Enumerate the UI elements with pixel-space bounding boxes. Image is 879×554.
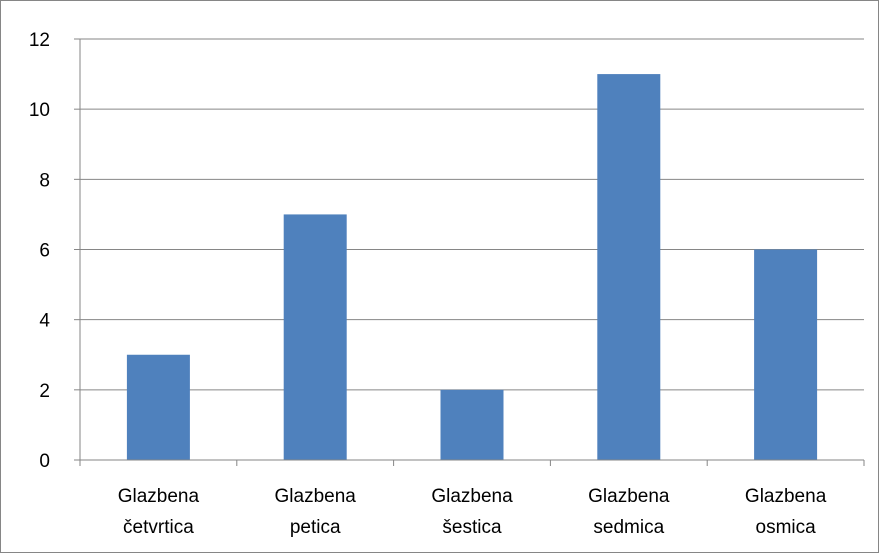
y-tick-label: 4 <box>39 311 50 332</box>
y-tick-label: 8 <box>39 170 50 191</box>
bar <box>597 74 661 460</box>
bar <box>754 249 818 460</box>
y-tick-label: 2 <box>39 381 50 402</box>
x-category-label: Glazbena šestica <box>431 486 513 538</box>
x-category-label: Glazbena petica <box>275 486 357 538</box>
y-tick-label: 12 <box>29 30 50 51</box>
axes <box>74 38 865 466</box>
y-tick-label: 0 <box>39 451 50 472</box>
x-category-label: Glazbena osmica <box>745 486 827 538</box>
bar <box>440 389 504 460</box>
y-tick-labels: 0 2 4 6 8 10 12 <box>29 30 51 472</box>
bar <box>126 354 190 460</box>
x-category-labels: Glazbena četvrtica Glazbena petica Glazbena š… <box>118 486 827 538</box>
bars <box>126 74 818 460</box>
x-category-label: Glazbena sedmica <box>588 486 670 538</box>
y-tick-label: 6 <box>39 241 50 262</box>
gridlines <box>80 38 864 391</box>
y-tick-label: 10 <box>29 100 50 121</box>
x-category-label: Glazbena četvrtica <box>118 486 200 538</box>
bar <box>283 214 347 460</box>
